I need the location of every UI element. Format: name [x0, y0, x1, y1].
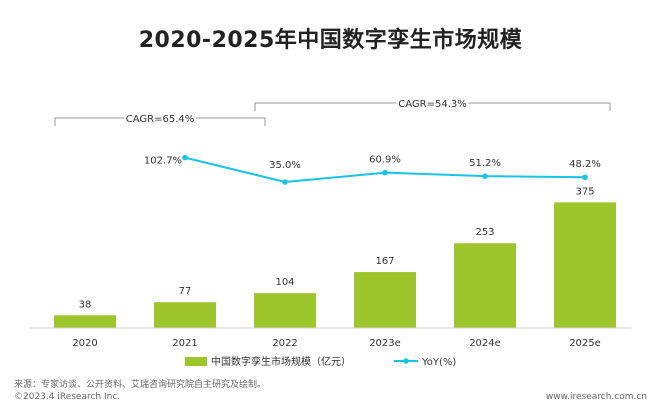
bar-label-2023e: 167: [375, 256, 394, 267]
x-tick-2024e: 2024e: [469, 338, 501, 349]
yoy-line-series: 102.7% 35.0% 60.9% 51.2% 48.2%: [144, 155, 601, 185]
yoy-label-2024e: 51.2%: [469, 158, 501, 169]
chart-title: 2020-2025年中国数字孪生市场规模: [138, 28, 523, 53]
bar-2021: [154, 302, 216, 328]
x-axis-tick-labels: 2020 2021 2022 2023e 2024e 2025e: [72, 338, 601, 349]
legend-label-line: YoY(%): [421, 357, 456, 368]
yoy-point-2025e: [582, 174, 588, 181]
source-note: 来源：专家访谈、公开资料、艾瑞咨询研究院自主研究及绘制。: [14, 380, 267, 390]
bar-label-2022: 104: [275, 277, 294, 288]
yoy-point-2024e: [482, 173, 488, 179]
bar-2022: [254, 293, 316, 328]
cagr-label-2: CAGR=54.3%: [398, 99, 467, 110]
legend: 中国数字孪生市场规模（亿元） YoY(%): [185, 355, 456, 368]
legend-marker-line: [403, 358, 409, 364]
bar-2024e: [454, 243, 516, 328]
bar-label-2025e: 375: [575, 186, 594, 197]
bar-2025e: [554, 202, 616, 328]
cagr-annotations: CAGR=65.4% CAGR=54.3%: [54, 99, 611, 126]
cagr-label-1: CAGR=65.4%: [126, 114, 195, 125]
bar-2020: [54, 315, 116, 328]
bar-label-2024e: 253: [475, 227, 494, 238]
copyright: ©2023.4 iResearch Inc.: [14, 392, 121, 402]
x-tick-2025e: 2025e: [569, 338, 601, 349]
yoy-point-2023e: [382, 169, 388, 176]
yoy-label-2022: 35.0%: [269, 160, 301, 171]
x-tick-2022: 2022: [272, 338, 297, 349]
cagr-bracket-left-2: [254, 102, 397, 111]
cagr-bracket-right-1: [196, 117, 266, 126]
bar-series: [54, 202, 616, 328]
yoy-label-2023e: 60.9%: [369, 155, 401, 166]
yoy-point-2022: [282, 179, 288, 185]
x-tick-2023e: 2023e: [369, 338, 401, 349]
cagr-bracket-right-2: [468, 102, 611, 111]
x-tick-2021: 2021: [172, 338, 197, 349]
cagr-bracket-1: CAGR=65.4%: [54, 114, 266, 126]
yoy-label-2025e: 48.2%: [569, 159, 601, 170]
legend-swatch-bar: [185, 357, 207, 366]
website: www.iresearch.com.cn: [545, 392, 647, 402]
yoy-label-2021: 102.7%: [144, 156, 182, 167]
cagr-bracket-left-1: [54, 117, 124, 126]
bar-label-2021: 77: [179, 286, 192, 297]
x-tick-2020: 2020: [72, 338, 97, 349]
bar-value-labels: 38 77 104 167 253 375: [79, 186, 595, 310]
bar-label-2020: 38: [79, 299, 92, 310]
bar-2023e: [354, 272, 416, 328]
yoy-point-2021: [182, 154, 188, 161]
legend-label-bar: 中国数字孪生市场规模（亿元）: [211, 355, 351, 368]
cagr-bracket-2: CAGR=54.3%: [254, 99, 611, 111]
